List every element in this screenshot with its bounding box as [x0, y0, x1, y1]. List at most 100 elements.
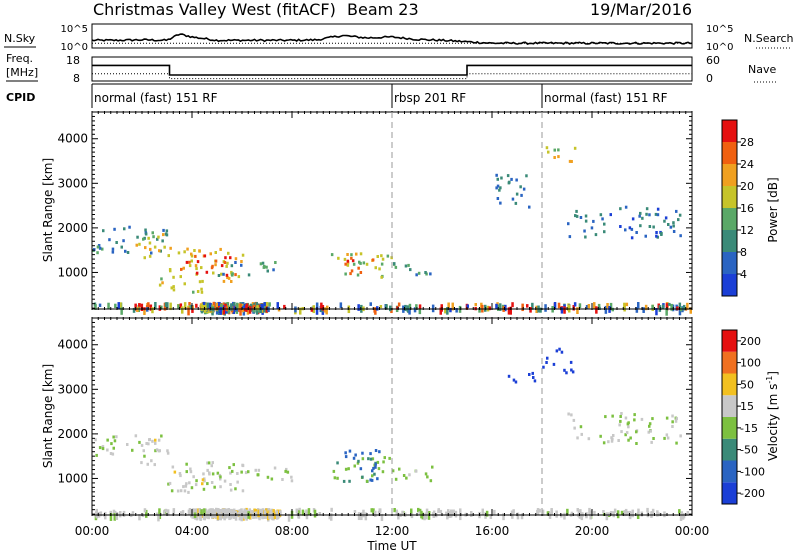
freq-left-tick-bottom: 8: [73, 72, 80, 85]
power-cell: [563, 304, 566, 308]
power-cell: [449, 307, 452, 313]
power-cell: [531, 302, 534, 310]
power-cell: [191, 305, 194, 310]
velocity-cell: [651, 417, 654, 421]
velocity-cell: [354, 453, 357, 457]
velocity-cell: [613, 508, 617, 513]
velocity-cell: [232, 463, 235, 467]
power-cell: [639, 211, 642, 215]
power-cell: [510, 177, 513, 181]
velocity-cell: [570, 368, 573, 372]
power-cell: [547, 150, 550, 154]
velocity-cell: [565, 371, 568, 375]
power-cell: [115, 241, 118, 244]
power-cell: [378, 267, 381, 271]
power-cell: [669, 225, 673, 229]
power-cell: [349, 272, 352, 276]
velocity-cell: [106, 438, 109, 442]
velocity-cell: [266, 475, 270, 479]
power-cell: [183, 282, 186, 286]
power-colorbar-tick-label: 24: [740, 158, 754, 171]
velocity-cell: [382, 460, 385, 464]
nave-line: [92, 73, 692, 80]
station-title: Christmas Valley West (fitACF): [93, 0, 336, 19]
velocity-cell: [410, 508, 413, 517]
power-cell: [424, 271, 427, 274]
velocity-cell: [154, 449, 157, 453]
power-cell: [315, 307, 319, 315]
power-cell: [158, 283, 162, 287]
velocity-cell: [576, 436, 579, 440]
velocity-colorbar-segment: [722, 417, 737, 439]
velocity-cell: [275, 510, 278, 516]
velocity-colorbar-tick-label: 50: [740, 378, 754, 391]
power-cell: [156, 237, 159, 241]
power-cell: [179, 303, 183, 309]
power-cell: [682, 304, 686, 311]
velocity-cell: [666, 436, 670, 440]
power-cell: [96, 251, 99, 255]
velocity-cell: [426, 475, 429, 479]
velocity-cell: [110, 442, 113, 446]
velocity-cell: [576, 508, 579, 512]
velocity-cell: [284, 469, 287, 473]
velocity-cell: [221, 508, 225, 513]
power-cell: [676, 306, 679, 311]
velocity-cell: [290, 479, 294, 483]
power-cell: [604, 305, 608, 314]
power-cell: [635, 307, 639, 313]
power-cell: [194, 254, 197, 258]
power-cell: [123, 227, 126, 231]
velocity-cell: [502, 513, 505, 521]
power-cell: [404, 264, 408, 268]
velocity-cell: [188, 508, 192, 512]
velocity-cell: [402, 474, 406, 477]
freq-panel-frame: [91, 56, 693, 82]
power-cell: [122, 239, 125, 243]
velocity-cell: [166, 509, 170, 516]
power-cell: [652, 225, 655, 229]
power-cell: [248, 306, 252, 314]
power-axes: 1000 2000 3000 4000: [57, 111, 693, 310]
power-cell: [545, 146, 549, 150]
power-cell: [560, 307, 564, 314]
x-tick-label: 00:00: [75, 524, 110, 538]
velocity-cell: [154, 438, 157, 442]
power-cell: [369, 302, 372, 306]
power-cell: [587, 304, 591, 309]
power-cell: [356, 273, 360, 277]
power-cell: [160, 277, 163, 281]
velocity-cell: [228, 513, 231, 521]
velocity-colorbar-label-end: ]: [766, 371, 780, 376]
power-cell: [553, 148, 556, 152]
velocity-cell: [481, 508, 484, 515]
velocity-cell: [374, 510, 377, 518]
power-cell: [144, 228, 147, 232]
power-cell: [429, 272, 432, 276]
power-cell: [315, 302, 319, 310]
power-cell: [379, 305, 383, 309]
velocity-cell: [247, 470, 250, 474]
power-cell: [350, 256, 353, 260]
power-cell: [337, 256, 340, 260]
velocity-cell: [157, 514, 160, 522]
power-cell: [344, 262, 347, 266]
velocity-colorbar-tick-label: 15: [740, 400, 754, 413]
velocity-cell: [200, 509, 203, 515]
velocity-cell: [266, 513, 270, 521]
velocity-cell: [297, 510, 300, 514]
velocity-cell: [215, 512, 218, 519]
velocity-cell: [234, 487, 237, 491]
velocity-cell: [417, 507, 420, 513]
velocity-cell: [228, 466, 231, 470]
velocity-cell: [377, 467, 381, 471]
velocity-cell: [520, 513, 524, 520]
velocity-cell: [236, 480, 239, 484]
power-cell: [255, 306, 259, 315]
velocity-cell: [566, 508, 569, 515]
power-cell: [526, 304, 529, 308]
velocity-cell: [179, 474, 182, 478]
velocity-cell: [629, 436, 632, 440]
power-cell: [185, 260, 189, 264]
velocity-cell: [356, 461, 360, 465]
